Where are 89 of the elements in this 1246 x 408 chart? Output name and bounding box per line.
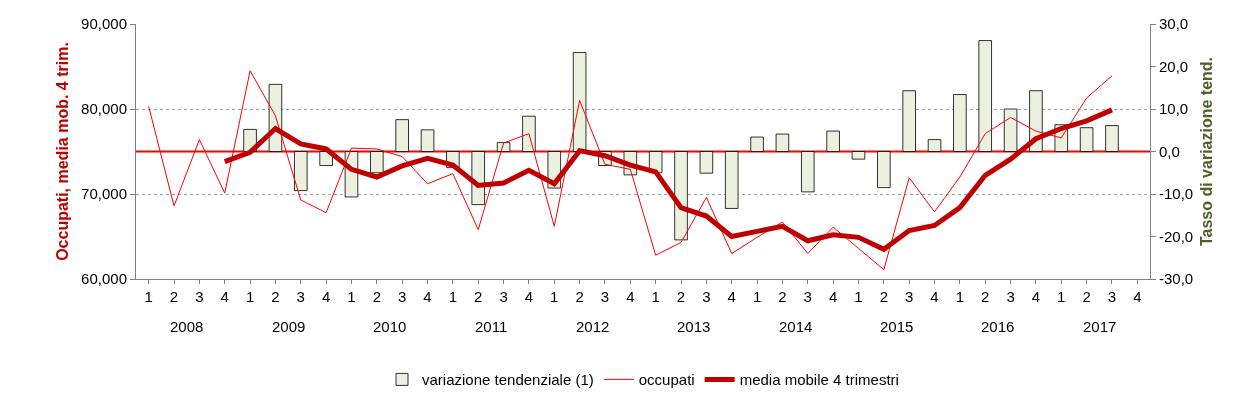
x-tick-label: 4 <box>321 288 331 305</box>
bar <box>851 151 866 160</box>
bar <box>522 115 536 152</box>
x-tick-label: 2 <box>575 288 584 305</box>
x-tick-label: 2 <box>474 288 483 305</box>
x-tick-label: 2 <box>271 288 280 305</box>
x-tick-label: 1 <box>752 288 762 305</box>
y2-tick-label: -30,0 <box>1159 270 1194 288</box>
bar <box>1003 108 1018 152</box>
x-tick-label: 3 <box>803 288 812 305</box>
bar <box>370 151 384 174</box>
bar <box>750 136 764 152</box>
x-tick-label: 2 <box>372 288 381 305</box>
x-tick-label: 3 <box>296 288 305 305</box>
bar <box>877 151 891 189</box>
x-tick-label: 2 <box>1082 288 1091 305</box>
legend-label: occupati <box>638 371 695 389</box>
text: 2010 <box>373 318 407 335</box>
y2-tick-label: 10,0 <box>1159 100 1189 118</box>
text: 2011 <box>475 318 508 335</box>
x-tick-label: 2 <box>778 288 787 305</box>
bar <box>801 151 815 193</box>
x-tick-label: 3 <box>905 288 914 305</box>
x-tick-label: 4 <box>828 288 838 305</box>
x-tick-label: 1 <box>955 288 965 305</box>
bar <box>294 151 308 191</box>
text: 2009 <box>272 318 306 335</box>
x-tick-label: 4 <box>220 288 229 305</box>
x-tick-label: 4 <box>1031 288 1041 305</box>
y-tick-label: 80,000 <box>81 100 127 118</box>
y-tick-label: 90,000 <box>81 15 127 33</box>
bar <box>902 90 916 152</box>
x-tick-label: 1 <box>651 288 660 305</box>
x-tick-label: 4 <box>626 288 635 305</box>
bar <box>420 129 435 152</box>
text: 2012 <box>576 318 610 335</box>
y2-tick-label: 20,0 <box>1159 57 1189 75</box>
bar <box>953 94 967 152</box>
x-tick-label: 3 <box>195 288 204 305</box>
x-tick-label: 3 <box>499 288 508 305</box>
x-tick-label: 4 <box>930 288 939 305</box>
x-tick-label: 1 <box>1057 288 1066 305</box>
x-tick-label: 3 <box>702 288 711 305</box>
x-tick-label: 1 <box>448 288 458 305</box>
legend-label: media mobile 4 trimestri <box>739 371 899 389</box>
text: 2016 <box>981 318 1015 335</box>
bar <box>395 119 409 152</box>
y2-tick-label: -20,0 <box>1159 227 1194 245</box>
y2-tick-label: -10,0 <box>1159 185 1194 203</box>
x-tick-label: 3 <box>1107 288 1117 305</box>
x-tick-label: 3 <box>600 288 610 305</box>
bar <box>978 40 992 152</box>
bar <box>826 130 840 152</box>
y-axis-title: Occupati, media mob. 4 trim. <box>54 42 72 261</box>
text: 2013 <box>677 318 711 335</box>
bar <box>927 139 942 152</box>
x-tick-label: 2 <box>981 288 990 305</box>
bar <box>1105 125 1119 152</box>
bar <box>1079 127 1094 152</box>
text: 2008 <box>170 318 204 335</box>
bar <box>471 151 485 206</box>
y2-axis-title: Tasso di variazione tend. <box>1197 56 1215 247</box>
y2-tick-label: 30,0 <box>1159 15 1189 33</box>
x-tick-label: 1 <box>144 288 153 305</box>
bar <box>572 52 587 152</box>
bar <box>674 151 688 241</box>
x-tick-label: 4 <box>423 288 432 305</box>
x-tick-label: 1 <box>347 288 356 305</box>
text: 2015 <box>880 318 914 335</box>
text: 2017 <box>1083 318 1117 335</box>
legend-label: variazione tendenziale (1) <box>422 371 594 389</box>
y-tick-label: 60,000 <box>81 270 127 288</box>
x-tick-label: 2 <box>676 288 686 305</box>
x-tick-label: 1 <box>245 288 255 305</box>
y2-tick-label: 0,0 <box>1159 142 1180 160</box>
x-tick-label: 1 <box>550 288 559 305</box>
x-tick-label: 2 <box>879 288 888 305</box>
text: 2014 <box>779 318 813 335</box>
bar <box>724 151 739 209</box>
x-tick-label: 2 <box>169 288 179 305</box>
x-tick-label: 1 <box>854 288 863 305</box>
y-tick-label: 70,000 <box>81 185 127 203</box>
bar <box>775 133 790 152</box>
bar <box>699 151 714 174</box>
x-tick-label: 3 <box>398 288 407 305</box>
x-tick-label: 4 <box>727 288 736 305</box>
x-tick-label: 3 <box>1006 288 1015 305</box>
x-tick-label: 4 <box>524 288 534 305</box>
x-tick-label: 4 <box>1133 288 1142 305</box>
